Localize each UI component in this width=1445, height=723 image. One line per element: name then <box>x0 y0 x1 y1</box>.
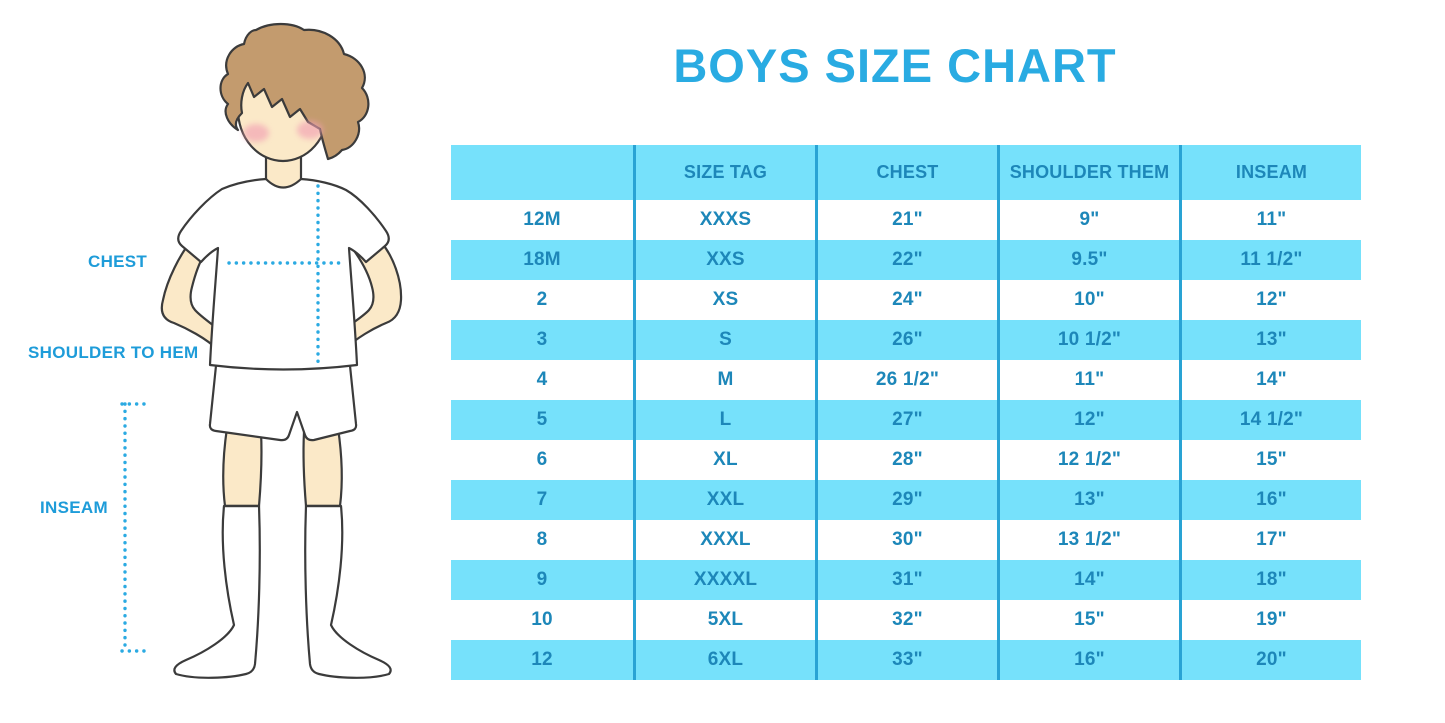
boy-blush-right <box>297 121 323 139</box>
table-cell: 19" <box>1179 600 1361 640</box>
boy-illustration <box>120 22 403 679</box>
table-cell: 10" <box>997 280 1179 320</box>
table-cell: 12 <box>531 649 553 670</box>
table-cell: 28" <box>815 440 997 480</box>
table-cell: 30" <box>815 520 997 560</box>
column-header: SHOULDER THEM <box>997 145 1179 200</box>
table-cell: 14" <box>1179 360 1361 400</box>
table-header-row: SIZE TAG CHEST SHOULDER THEM INSEAM <box>451 145 1361 200</box>
boy-figure: CHEST SHOULDER TO HEM INSEAM <box>0 0 460 723</box>
table-row: 5 L 27" 12" 14 1/2" <box>451 400 1361 440</box>
table-row: 8 XXXL 30" 13 1/2" 17" <box>451 520 1361 560</box>
table-cell: 10 1/2" <box>997 320 1179 360</box>
table-cell: M <box>633 360 815 400</box>
table-cell: 9.5" <box>997 240 1179 280</box>
table-cell: L <box>633 400 815 440</box>
column-header: INSEAM <box>1179 145 1361 200</box>
table-cell: XXXL <box>633 520 815 560</box>
table-cell: XXS <box>633 240 815 280</box>
size-table: SIZE TAG CHEST SHOULDER THEM INSEAM 12M XXXS… <box>451 145 1361 680</box>
table-row: 3 S 26" 10 1/2" 13" <box>451 320 1361 360</box>
table-cell: 20" <box>1179 640 1361 680</box>
table-row: 10 5XL 32" 15" 19" <box>451 600 1361 640</box>
table-row: 9 XXXXL 31" 14" 18" <box>451 560 1361 600</box>
table-cell: 15" <box>997 600 1179 640</box>
table-cell: 10 <box>531 609 553 630</box>
table-cell: XXL <box>633 480 815 520</box>
boy-shirt <box>177 177 390 371</box>
table-cell: 6 <box>536 449 548 470</box>
table-cell: 5XL <box>633 600 815 640</box>
table-row: 18M XXS 22" 9.5" 11 1/2" <box>451 240 1361 280</box>
table-cell: 2 <box>536 289 548 310</box>
inseam-label: INSEAM <box>40 498 108 517</box>
table-cell: 16" <box>997 640 1179 680</box>
table-cell: 3 <box>536 329 548 350</box>
table-cell: 13" <box>1179 320 1361 360</box>
table-cell: 32" <box>815 600 997 640</box>
table-cell: 5 <box>536 409 548 430</box>
table-cell: XXXS <box>633 200 815 240</box>
table-cell: 22" <box>815 240 997 280</box>
column-header: SIZE TAG <box>633 145 815 200</box>
boy-left-leg <box>222 426 263 508</box>
table-cell: XL <box>633 440 815 480</box>
table-cell: 6XL <box>633 640 815 680</box>
table-cell: S <box>633 320 815 360</box>
boy-blush-left <box>243 124 269 142</box>
table-cell: 13 1/2" <box>997 520 1179 560</box>
chest-label: CHEST <box>88 252 148 271</box>
table-cell: 27" <box>815 400 997 440</box>
table-cell: 11" <box>997 360 1179 400</box>
table-cell: 14 1/2" <box>1179 400 1361 440</box>
table-cell: 16" <box>1179 480 1361 520</box>
table-cell: 26" <box>815 320 997 360</box>
table-cell: 7 <box>536 489 548 510</box>
table-row: 2 XS 24" 10" 12" <box>451 280 1361 320</box>
table-cell: 12" <box>1179 280 1361 320</box>
table-cell: 12M <box>523 209 561 230</box>
page-title: BOYS SIZE CHART <box>673 39 1117 92</box>
table-cell: 8 <box>536 529 548 550</box>
table-row: 6 XL 28" 12 1/2" 15" <box>451 440 1361 480</box>
table-cell: 18" <box>1179 560 1361 600</box>
table-cell: 15" <box>1179 440 1361 480</box>
table-cell: 12 1/2" <box>997 440 1179 480</box>
boy-left-sock <box>173 504 261 679</box>
table-cell: XS <box>633 280 815 320</box>
table-cell: 4 <box>536 369 548 390</box>
table-cell: 9" <box>997 200 1179 240</box>
table-cell: 18M <box>523 249 561 270</box>
table-cell: 13" <box>997 480 1179 520</box>
table-cell: 29" <box>815 480 997 520</box>
table-cell: 9 <box>536 569 548 590</box>
table-row: 7 XXL 29" 13" 16" <box>451 480 1361 520</box>
table-row: 12 6XL 33" 16" 20" <box>451 640 1361 680</box>
boy-right-sock <box>304 504 392 679</box>
table-cell: 11 1/2" <box>1179 240 1361 280</box>
column-header: CHEST <box>815 145 997 200</box>
table-row: 4 M 26 1/2" 11" 14" <box>451 360 1361 400</box>
table-cell: 14" <box>997 560 1179 600</box>
table-cell: 26 1/2" <box>815 360 997 400</box>
shoulder-to-hem-label: SHOULDER TO HEM <box>28 343 199 362</box>
table-cell: 24" <box>815 280 997 320</box>
table-cell: 33" <box>815 640 997 680</box>
table-cell: 11" <box>1179 200 1361 240</box>
table-cell: 17" <box>1179 520 1361 560</box>
table-cell: 12" <box>997 400 1179 440</box>
column-header <box>451 145 633 200</box>
table-cell: XXXXL <box>633 560 815 600</box>
table-row: 12M XXXS 21" 9" 11" <box>451 200 1361 240</box>
table-cell: 31" <box>815 560 997 600</box>
boy-shorts <box>208 354 358 442</box>
table-cell: 21" <box>815 200 997 240</box>
